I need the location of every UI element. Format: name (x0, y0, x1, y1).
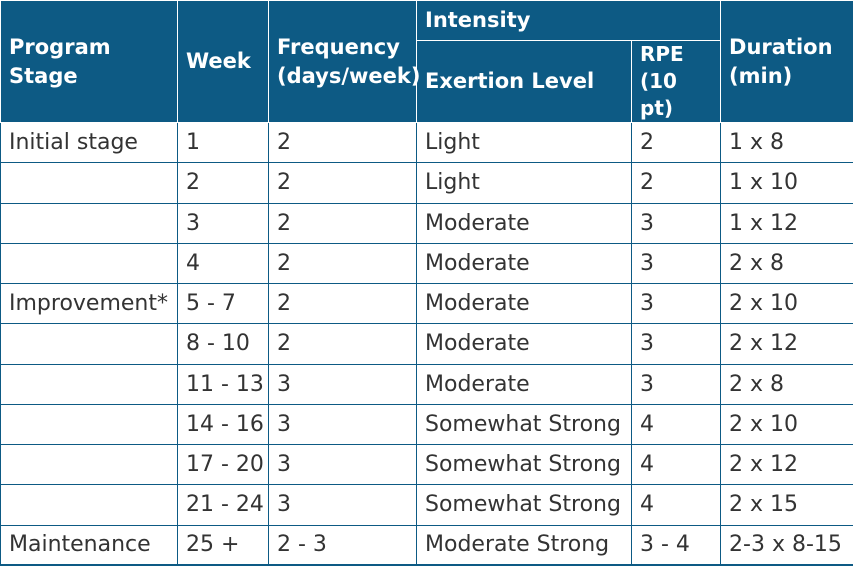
cell-exertion-level: Light (417, 163, 632, 203)
cell-week: 4 (178, 243, 269, 283)
cell-exertion-level: Moderate (417, 324, 632, 364)
cell-frequency: 2 (269, 243, 417, 283)
cell-rpe: 3 (632, 203, 721, 243)
cell-program-stage (1, 445, 178, 485)
cell-exertion-level: Moderate (417, 203, 632, 243)
cell-program-stage (1, 324, 178, 364)
cell-frequency: 2 - 3 (269, 525, 417, 565)
cell-week: 5 - 7 (178, 284, 269, 324)
cell-program-stage (1, 485, 178, 525)
cell-week: 11 - 13 (178, 364, 269, 404)
cell-week: 2 (178, 163, 269, 203)
cell-frequency: 2 (269, 163, 417, 203)
header-program-stage: Program Stage (1, 1, 178, 123)
cell-rpe: 3 (632, 243, 721, 283)
cell-exertion-level: Moderate (417, 284, 632, 324)
cell-duration: 2 x 10 (721, 284, 853, 324)
cell-rpe: 3 (632, 324, 721, 364)
cell-rpe: 4 (632, 445, 721, 485)
cell-week: 3 (178, 203, 269, 243)
header-intensity: Intensity (417, 1, 721, 41)
cell-week: 17 - 20 (178, 445, 269, 485)
cell-exertion-level: Somewhat Strong (417, 404, 632, 444)
cell-frequency: 3 (269, 445, 417, 485)
cell-rpe: 4 (632, 485, 721, 525)
cell-duration: 2 x 8 (721, 243, 853, 283)
cell-duration: 2 x 12 (721, 445, 853, 485)
cell-week: 8 - 10 (178, 324, 269, 364)
cell-week: 14 - 16 (178, 404, 269, 444)
cell-duration: 2 x 12 (721, 324, 853, 364)
cell-rpe: 3 - 4 (632, 525, 721, 565)
cell-duration: 2-3 x 8-15 (721, 525, 853, 565)
cell-rpe: 3 (632, 364, 721, 404)
cell-duration: 2 x 10 (721, 404, 853, 444)
cell-frequency: 3 (269, 364, 417, 404)
cell-program-stage: Improvement* (1, 284, 178, 324)
cell-program-stage (1, 203, 178, 243)
cell-rpe: 3 (632, 284, 721, 324)
cell-frequency: 3 (269, 485, 417, 525)
cell-week: 1 (178, 123, 269, 163)
cell-program-stage: Maintenance (1, 525, 178, 565)
cell-exertion-level: Somewhat Strong (417, 485, 632, 525)
cell-rpe: 2 (632, 163, 721, 203)
cell-duration: 1 x 10 (721, 163, 853, 203)
cell-exertion-level: Moderate (417, 243, 632, 283)
cell-frequency: 2 (269, 203, 417, 243)
header-duration: Duration (min) (721, 1, 853, 123)
cell-rpe: 2 (632, 123, 721, 163)
header-week: Week (178, 1, 269, 123)
header-rpe: RPE (10 pt) (632, 41, 721, 123)
cell-duration: 2 x 15 (721, 485, 853, 525)
cell-exertion-level: Light (417, 123, 632, 163)
cell-duration: 1 x 12 (721, 203, 853, 243)
cell-duration: 1 x 8 (721, 123, 853, 163)
cell-program-stage (1, 404, 178, 444)
table-header: Program Stage Week Frequency (days/week)… (1, 1, 853, 123)
cell-frequency: 2 (269, 324, 417, 364)
header-frequency: Frequency (days/week) (269, 1, 417, 123)
cell-program-stage (1, 364, 178, 404)
cell-duration: 2 x 8 (721, 364, 853, 404)
cell-exertion-level: Moderate Strong (417, 525, 632, 565)
header-exertion-level: Exertion Level (417, 41, 632, 123)
cell-program-stage (1, 243, 178, 283)
cell-program-stage: Initial stage (1, 123, 178, 163)
cell-frequency: 2 (269, 123, 417, 163)
cell-week: 25 + (178, 525, 269, 565)
cell-rpe: 4 (632, 404, 721, 444)
cell-week: 21 - 24 (178, 485, 269, 525)
cell-exertion-level: Somewhat Strong (417, 445, 632, 485)
cell-frequency: 2 (269, 284, 417, 324)
cell-frequency: 3 (269, 404, 417, 444)
cell-exertion-level: Moderate (417, 364, 632, 404)
cell-program-stage (1, 163, 178, 203)
